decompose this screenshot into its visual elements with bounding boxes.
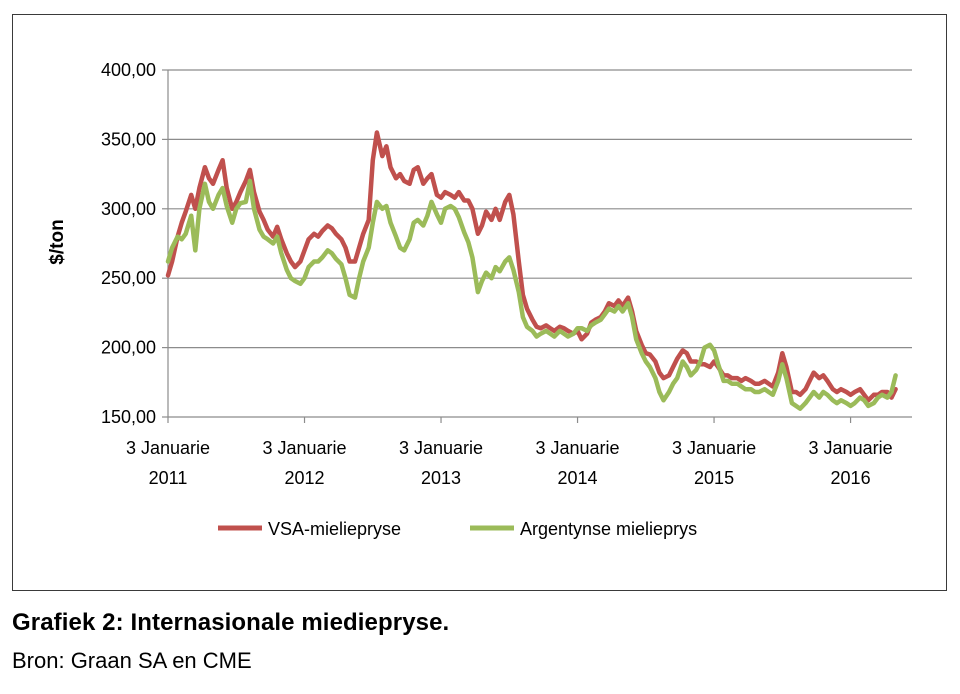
- x-tick-label-line1: 3 Januarie: [809, 438, 893, 458]
- x-tick-label-line2: 2016: [831, 468, 871, 488]
- series-lines: [165, 130, 898, 411]
- x-tick-label-line2: 2015: [694, 468, 734, 488]
- x-tick-label-line1: 3 Januarie: [672, 438, 756, 458]
- x-tick-label-line2: 2012: [284, 468, 324, 488]
- x-tick-label-line2: 2014: [558, 468, 598, 488]
- line-chart: 150,00 200,00 250,00 300,00 350,00 400,00 3 J…: [47, 60, 912, 539]
- figure-caption-source: Bron: Graan SA en CME: [12, 648, 252, 673]
- y-axis-ticks: 150,00 200,00 250,00 300,00 350,00 400,00: [101, 60, 168, 427]
- x-tick-label-line2: 2011: [149, 468, 188, 488]
- x-tick-label-line1: 3 Januarie: [536, 438, 620, 458]
- axes: [167, 70, 912, 418]
- legend-label: Argentynse mielieprys: [520, 519, 697, 539]
- x-tick-label-line1: 3 Januarie: [126, 438, 210, 458]
- series-line-argentina: [165, 178, 898, 411]
- legend: VSA-mieliepryse Argentynse mielieprys: [218, 519, 697, 539]
- y-tick-label: 400,00: [101, 60, 156, 80]
- x-tick-label-line2: 2013: [421, 468, 461, 488]
- series-line-vsa: [165, 130, 898, 403]
- y-tick-label: 200,00: [101, 338, 156, 358]
- y-tick-label: 150,00: [101, 407, 156, 427]
- x-axis-ticks: 3 Januarie 2011 3 Januarie 2012 3 Januarie 20…: [126, 417, 893, 488]
- x-tick-label-line1: 3 Januarie: [262, 438, 346, 458]
- y-tick-label: 300,00: [101, 199, 156, 219]
- figure-caption-title: Grafiek 2: Internasionale miediepryse.: [12, 609, 450, 636]
- y-axis-title: $/ton: [47, 219, 68, 264]
- gridlines: [168, 69, 912, 349]
- y-tick-label: 350,00: [101, 129, 156, 149]
- legend-label: VSA-mieliepryse: [268, 519, 401, 539]
- x-tick-label-line1: 3 Januarie: [399, 438, 483, 458]
- y-tick-label: 250,00: [101, 268, 156, 288]
